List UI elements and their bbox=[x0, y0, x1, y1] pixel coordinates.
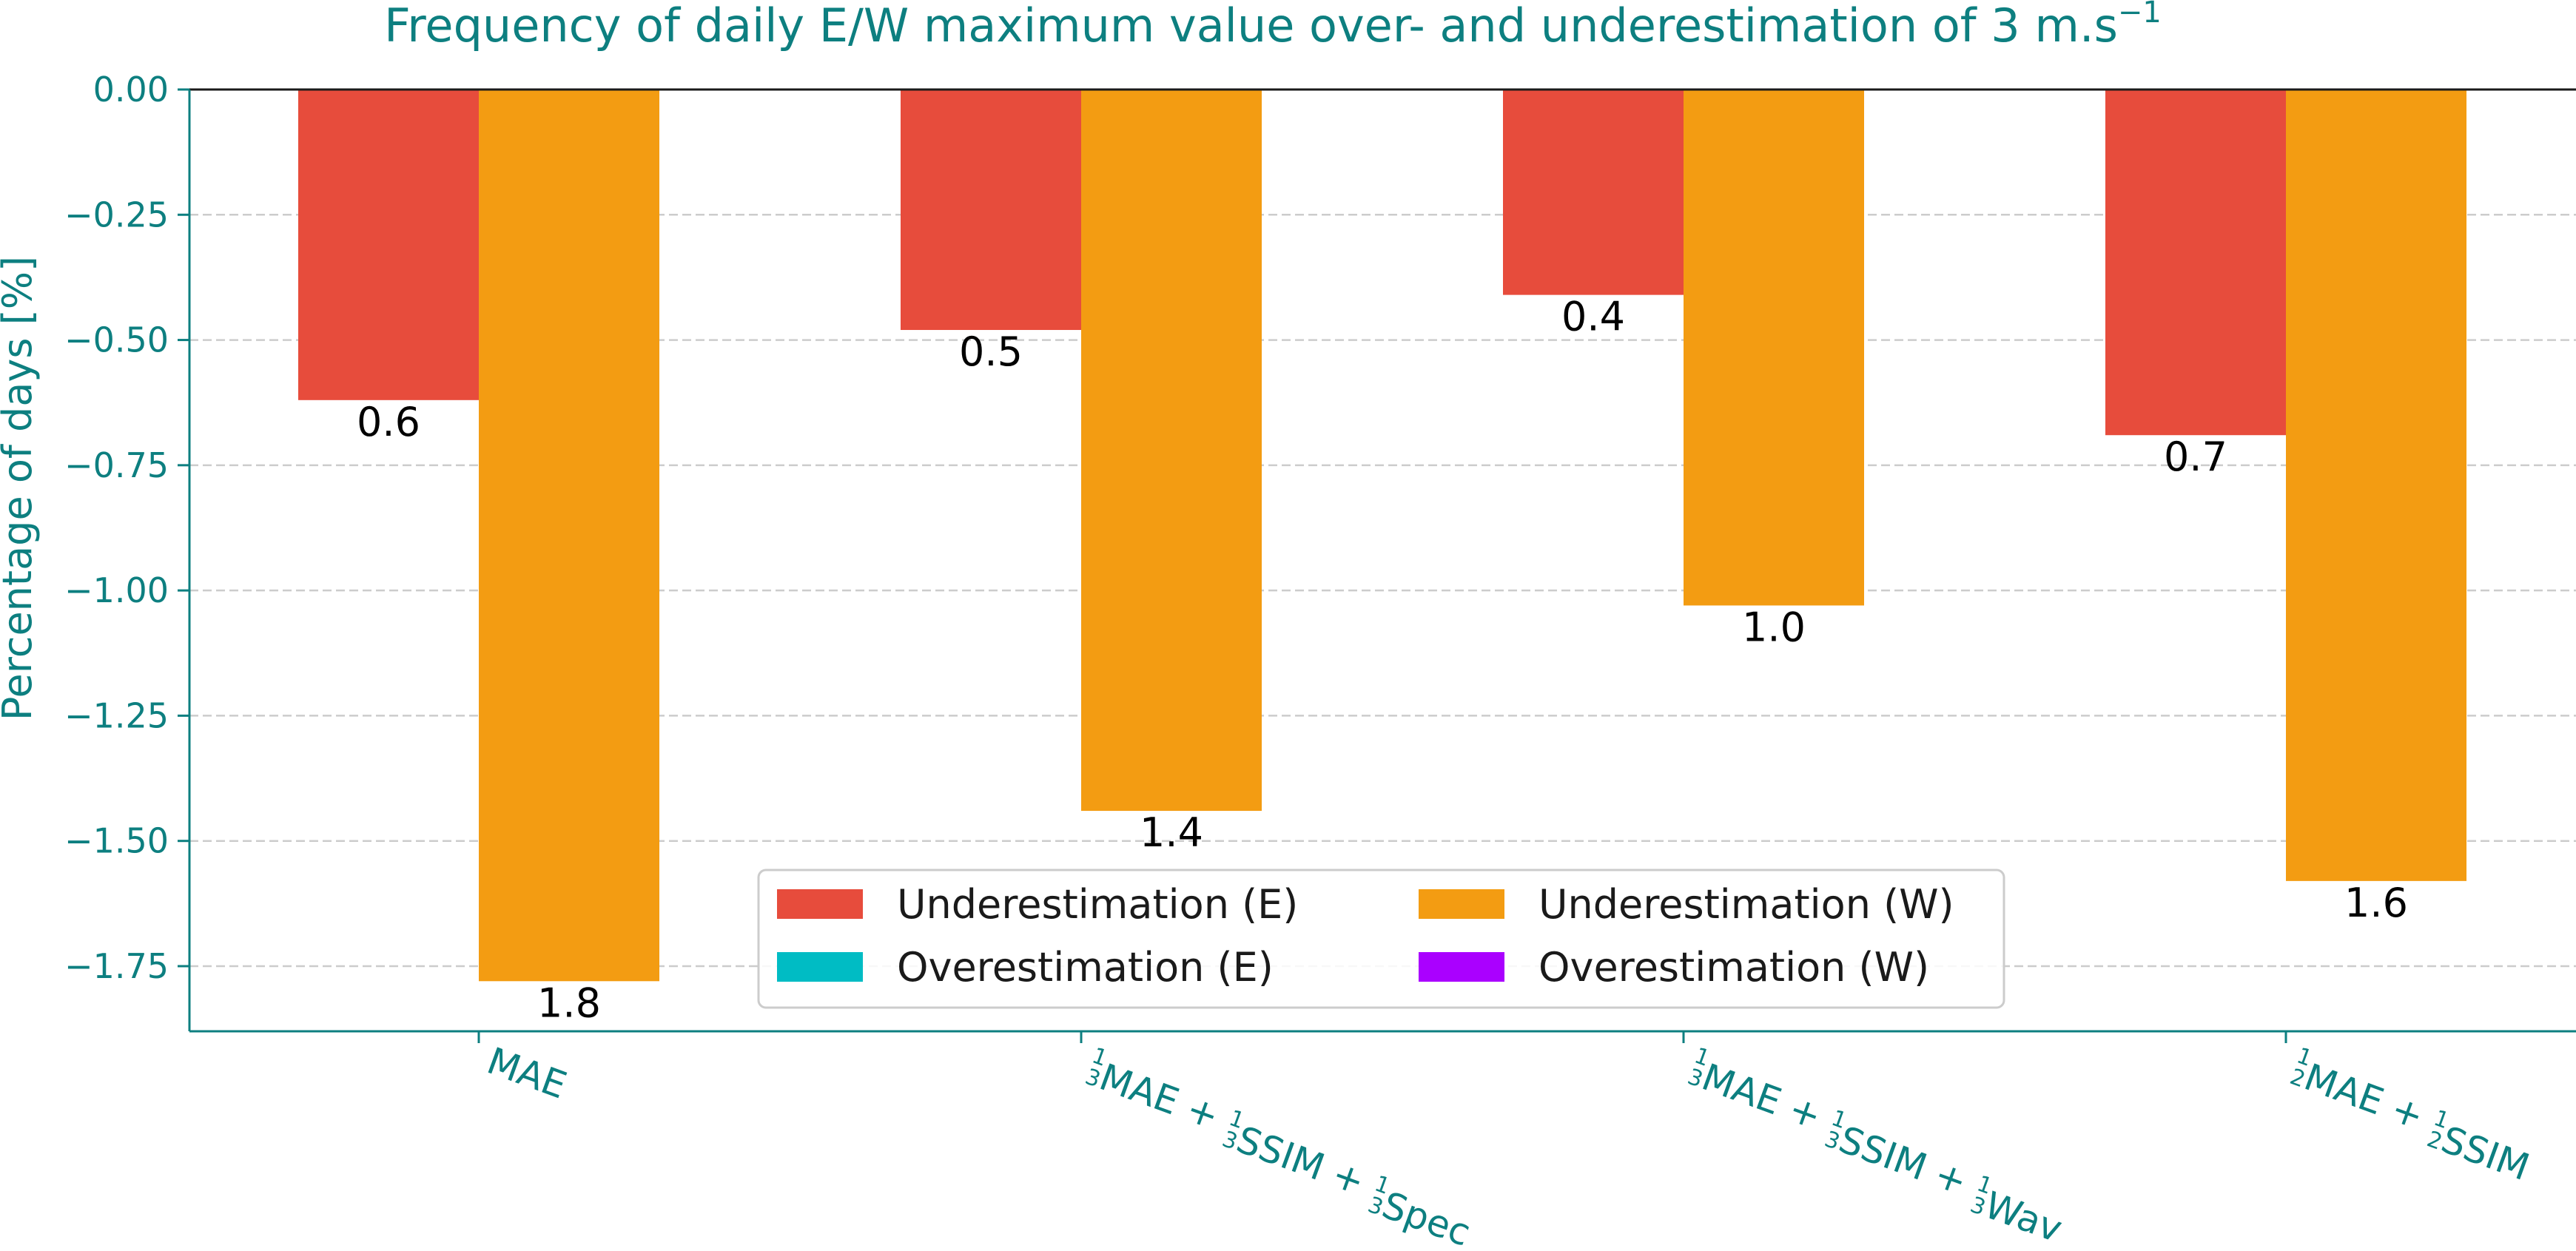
bar bbox=[1684, 90, 1864, 606]
legend-swatch bbox=[777, 889, 863, 919]
legend-label: Underestimation (E) bbox=[897, 881, 1298, 928]
x-tick-label: 13MAE + 13SSIM + 13Spec bbox=[1072, 1042, 1487, 1251]
legend-swatch bbox=[1419, 952, 1504, 982]
data-label: 1.8 bbox=[537, 979, 601, 1026]
bar bbox=[901, 90, 1081, 331]
bar bbox=[1081, 90, 1262, 812]
bar bbox=[479, 90, 659, 982]
y-tick-label: −1.50 bbox=[64, 821, 169, 861]
y-tick-label: −1.25 bbox=[64, 695, 169, 735]
x-tick-label: 12MAE + 12SSIM bbox=[2281, 1042, 2542, 1189]
bar bbox=[1503, 90, 1684, 295]
x-tick-label: 13MAE + 13SSIM + 13Wav bbox=[1674, 1042, 2078, 1250]
data-label: 0.6 bbox=[357, 399, 420, 445]
y-tick-label: −1.00 bbox=[64, 570, 169, 610]
x-tick-label: MAE bbox=[482, 1039, 572, 1107]
legend-swatch bbox=[1419, 889, 1504, 919]
bar bbox=[2286, 90, 2466, 881]
chart-title: Frequency of daily E/W maximum value ove… bbox=[384, 0, 2162, 53]
x-ticks: MAE 13MAE + 13SSIM + 13Spec 13MAE + 13SSIM… bbox=[477, 1031, 2542, 1251]
data-label: 0.5 bbox=[959, 328, 1023, 375]
data-labels: 0.6 0.5 0.4 0.7 1.8 1.4 1.0 1.6 bbox=[357, 294, 2408, 1027]
data-label: 0.7 bbox=[2164, 434, 2227, 480]
bar bbox=[2105, 90, 2286, 436]
legend-label: Overestimation (W) bbox=[1538, 944, 1929, 991]
bar bbox=[298, 90, 479, 400]
legend-box bbox=[757, 869, 2005, 1009]
legend-label: Underestimation (W) bbox=[1538, 881, 1954, 928]
data-label: 0.4 bbox=[1561, 294, 1625, 340]
y-tick-label: −1.75 bbox=[64, 946, 169, 986]
axes bbox=[188, 88, 2576, 1033]
y-tick-label: −0.25 bbox=[64, 195, 169, 235]
data-label: 1.6 bbox=[2344, 880, 2408, 926]
y-ticks: 0.00 −0.25 −0.50 −0.75 −1.00 −1.25 −1.50 −1.75 bbox=[64, 70, 189, 986]
bars bbox=[298, 90, 2466, 982]
legend-label: Overestimation (E) bbox=[897, 944, 1274, 991]
legend-swatch bbox=[777, 952, 863, 982]
y-tick-label: −0.75 bbox=[64, 445, 169, 485]
data-label: 1.0 bbox=[1742, 604, 1806, 650]
y-axis-label: Percentage of days [%] bbox=[0, 256, 41, 721]
legend: Underestimation (E) Overestimation (E) Und… bbox=[757, 869, 2005, 1009]
y-tick-label: −0.50 bbox=[64, 320, 169, 360]
data-label: 1.4 bbox=[1140, 809, 1203, 856]
y-tick-label: 0.00 bbox=[93, 70, 169, 109]
